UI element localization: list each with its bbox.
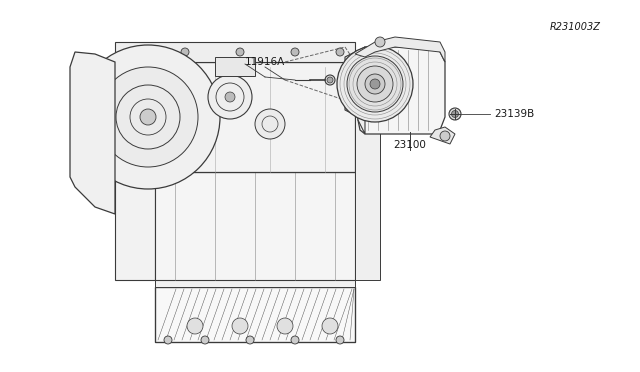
Bar	[271, 315, 299, 337]
Circle shape	[201, 336, 209, 344]
Bar	[356, 90, 378, 102]
Circle shape	[325, 75, 335, 85]
Polygon shape	[70, 52, 115, 214]
Polygon shape	[115, 42, 355, 62]
Bar	[115, 202, 137, 220]
Circle shape	[375, 37, 385, 47]
Bar	[115, 179, 137, 197]
Circle shape	[187, 318, 203, 334]
Polygon shape	[155, 172, 355, 280]
Circle shape	[291, 336, 299, 344]
Polygon shape	[155, 287, 355, 342]
Circle shape	[449, 108, 461, 120]
Circle shape	[370, 79, 380, 89]
Circle shape	[277, 318, 293, 334]
Bar	[330, 233, 358, 247]
Circle shape	[246, 336, 254, 344]
Text: 23139B: 23139B	[494, 109, 534, 119]
Circle shape	[347, 56, 403, 112]
Polygon shape	[155, 280, 355, 287]
Bar	[115, 226, 137, 244]
Circle shape	[327, 77, 333, 83]
Circle shape	[236, 48, 244, 56]
Bar	[316, 315, 344, 337]
Text: R231003Z: R231003Z	[550, 22, 600, 32]
Polygon shape	[345, 47, 365, 120]
Polygon shape	[355, 62, 380, 280]
Bar	[330, 253, 358, 267]
Bar	[356, 210, 378, 222]
Polygon shape	[215, 57, 255, 76]
Circle shape	[208, 75, 252, 119]
Circle shape	[98, 67, 198, 167]
Text: 23100: 23100	[394, 140, 426, 150]
Polygon shape	[355, 37, 445, 62]
Circle shape	[232, 318, 248, 334]
Bar	[226, 315, 254, 337]
Bar	[356, 150, 378, 162]
Bar	[356, 120, 378, 132]
Bar	[330, 173, 358, 187]
Circle shape	[336, 336, 344, 344]
Circle shape	[451, 110, 458, 118]
Circle shape	[255, 109, 285, 139]
Polygon shape	[115, 62, 355, 172]
Circle shape	[181, 48, 189, 56]
Polygon shape	[358, 47, 365, 134]
Circle shape	[126, 48, 134, 56]
Bar	[115, 249, 137, 267]
Circle shape	[322, 318, 338, 334]
Bar	[330, 193, 358, 207]
Circle shape	[440, 131, 450, 141]
Polygon shape	[358, 47, 445, 134]
Circle shape	[225, 92, 235, 102]
Circle shape	[76, 45, 220, 189]
Text: 11916A: 11916A	[245, 57, 285, 67]
Circle shape	[164, 336, 172, 344]
Bar	[356, 70, 378, 82]
Circle shape	[291, 48, 299, 56]
Bar	[356, 180, 378, 192]
Circle shape	[140, 109, 156, 125]
Bar	[181, 315, 209, 337]
Polygon shape	[115, 172, 155, 280]
Bar	[330, 213, 358, 227]
Bar	[356, 240, 378, 252]
Circle shape	[336, 48, 344, 56]
Circle shape	[365, 74, 385, 94]
Polygon shape	[430, 127, 455, 144]
Circle shape	[337, 46, 413, 122]
Circle shape	[357, 66, 393, 102]
